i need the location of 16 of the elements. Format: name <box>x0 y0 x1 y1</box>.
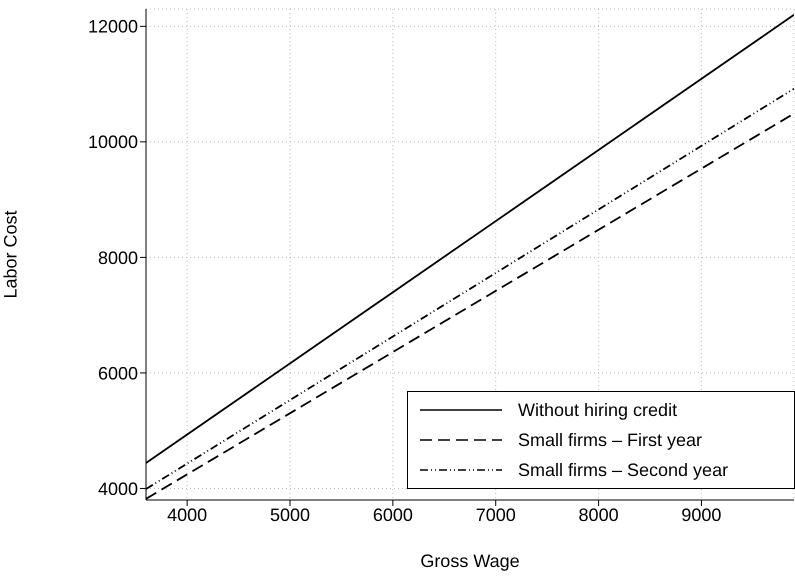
x-axis-title: Gross Wage <box>420 551 520 571</box>
y-tick-label: 8000 <box>98 248 138 268</box>
x-tick-label: 4000 <box>167 504 208 525</box>
legend-label: Small firms – First year <box>518 430 702 450</box>
x-tick-label: 7000 <box>476 504 516 525</box>
y-tick-label: 6000 <box>98 363 138 384</box>
y-tick-label: 10000 <box>88 132 138 152</box>
y-tick-label: 4000 <box>98 478 138 499</box>
x-tick-label: 5000 <box>270 504 310 525</box>
y-axis-title: Labor Cost <box>0 210 20 299</box>
x-tick-label: 6000 <box>372 504 413 525</box>
x-tick-label: 9000 <box>681 504 722 525</box>
legend-label: Small firms – Second year <box>518 460 728 480</box>
legend-label: Without hiring credit <box>518 400 678 420</box>
y-tick-label: 12000 <box>88 16 138 37</box>
x-tick-label: 8000 <box>578 504 619 525</box>
